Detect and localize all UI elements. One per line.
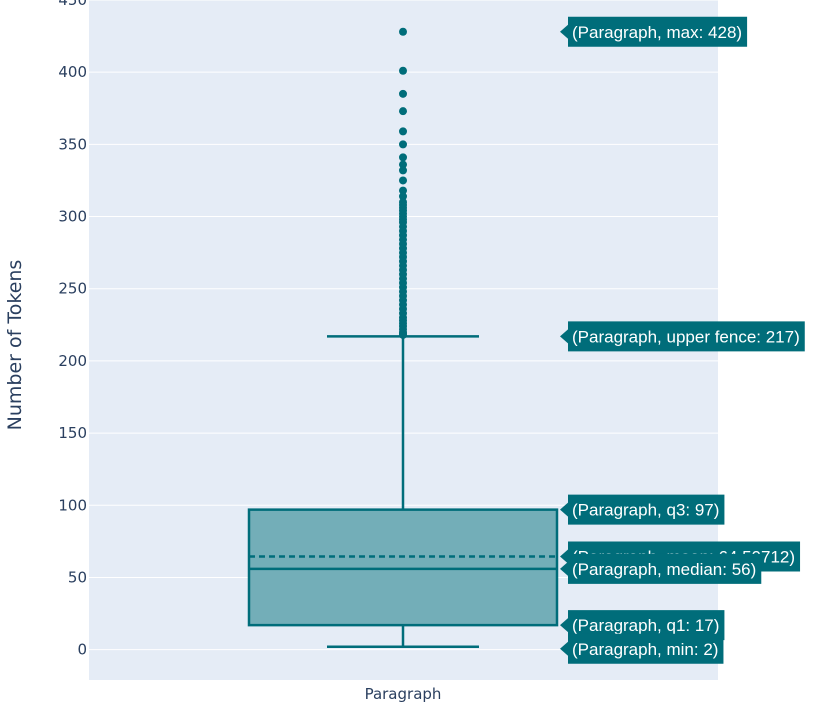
y-tick-label: 350 (58, 135, 87, 153)
y-tick-label: 100 (58, 496, 87, 514)
annotation-label-box (560, 321, 805, 352)
outlier-point (399, 127, 407, 136)
annotation-label-box (560, 633, 724, 664)
y-tick-label: 50 (68, 568, 87, 586)
annotation-q3: (Paragraph, q3: 97) (560, 494, 725, 525)
outlier-point (399, 27, 407, 36)
annotation-max: (Paragraph, max: 428) (560, 16, 748, 47)
annotation-min: (Paragraph, min: 2) (560, 633, 724, 664)
annotation-median: (Paragraph, median: 56) (560, 553, 762, 584)
annotation-label-box (560, 610, 725, 641)
outlier-point (399, 330, 407, 339)
y-tick-label: 400 (58, 63, 87, 81)
annotation-text: (Paragraph, q1: 17) (572, 616, 719, 635)
y-axis-title: Number of Tokens (4, 260, 26, 431)
annotation-text: (Paragraph, upper fence: 217) (572, 327, 800, 346)
y-tick-label: 450 (58, 0, 87, 9)
annotation-text: (Paragraph, max: 428) (572, 23, 742, 42)
outlier-points (399, 27, 407, 339)
outlier-point (399, 166, 407, 175)
annotation-text: (Paragraph, q3: 97) (572, 501, 719, 520)
outlier-point (399, 107, 407, 116)
outlier-point (399, 186, 407, 195)
hover-annotations: (Paragraph, max: 428) (Paragraph, upper f… (560, 16, 805, 664)
outlier-point (399, 66, 407, 75)
outlier-point (399, 160, 407, 169)
outlier-point (399, 153, 407, 162)
outlier-point (399, 192, 407, 201)
y-tick-label: 250 (58, 280, 87, 298)
outlier-point (399, 89, 407, 98)
y-axis-ticks: 0 50 100 150 200 250 300 350 400 450 (58, 0, 87, 659)
y-tick-label: 150 (58, 424, 87, 442)
outlier-point (399, 176, 407, 185)
y-tick-label: 0 (77, 641, 87, 659)
y-tick-label: 200 (58, 352, 87, 370)
annotation-label-box (560, 16, 748, 47)
x-tick-label-paragraph: Paragraph (365, 685, 442, 703)
annotation-upper-fence: (Paragraph, upper fence: 217) (560, 321, 805, 352)
annotation-label-box (560, 553, 762, 584)
annotation-text: (Paragraph, median: 56) (572, 560, 756, 579)
box-trace (247, 335, 559, 649)
iqr-box (247, 508, 559, 627)
outlier-point (399, 140, 407, 149)
annotation-text: (Paragraph, min: 2) (572, 640, 718, 659)
y-tick-label: 300 (58, 208, 87, 226)
annotation-label-box (560, 494, 725, 525)
annotation-q1: (Paragraph, q1: 17) (560, 610, 725, 641)
